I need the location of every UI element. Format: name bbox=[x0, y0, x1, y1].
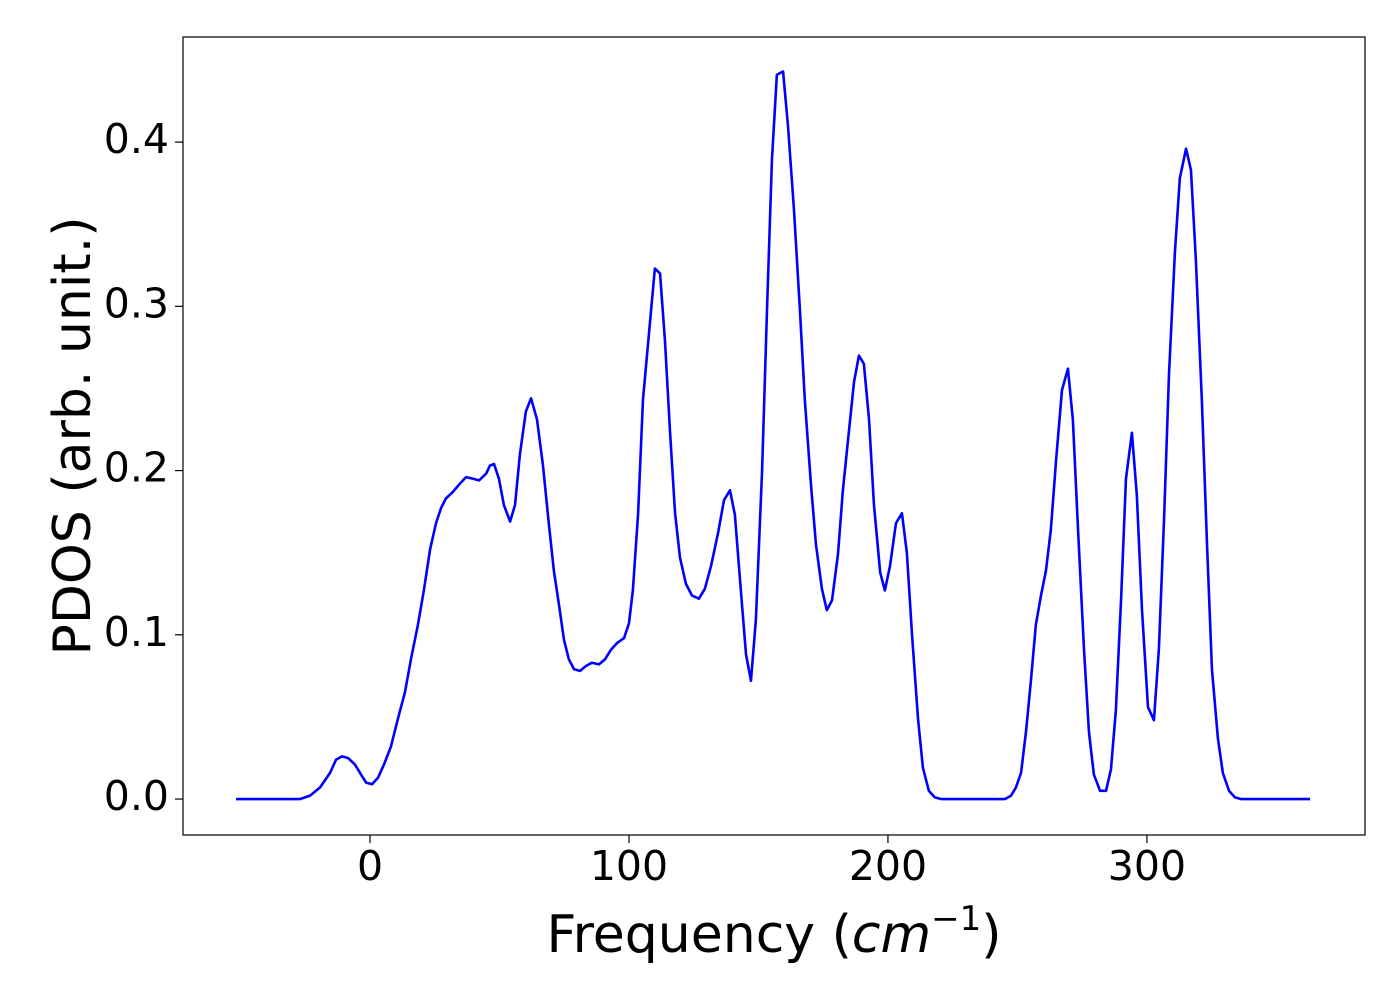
x-tick-label: 200 bbox=[849, 842, 927, 890]
x-label-end: ) bbox=[981, 905, 1001, 965]
x-tick-label: 300 bbox=[1108, 842, 1186, 890]
x-label-math: cm bbox=[852, 905, 931, 965]
y-tick-label: 0.2 bbox=[104, 444, 169, 492]
y-axis-label: PDOS (arb. unit.) bbox=[43, 216, 103, 655]
x-label-text: Frequency ( bbox=[546, 905, 851, 965]
plot-frame bbox=[182, 36, 1366, 836]
x-label-sup: −1 bbox=[931, 899, 981, 939]
x-tick-label: 100 bbox=[590, 842, 668, 890]
y-tick-label: 0.0 bbox=[104, 772, 169, 820]
line-series bbox=[236, 70, 1311, 801]
y-tick-label: 0.4 bbox=[104, 115, 169, 163]
y-tick-label: 0.3 bbox=[104, 279, 169, 327]
y-tick-label: 0.1 bbox=[104, 608, 169, 656]
x-tick-label: 0 bbox=[357, 842, 383, 890]
x-axis-label: Frequency (cm−1) bbox=[546, 899, 1001, 965]
